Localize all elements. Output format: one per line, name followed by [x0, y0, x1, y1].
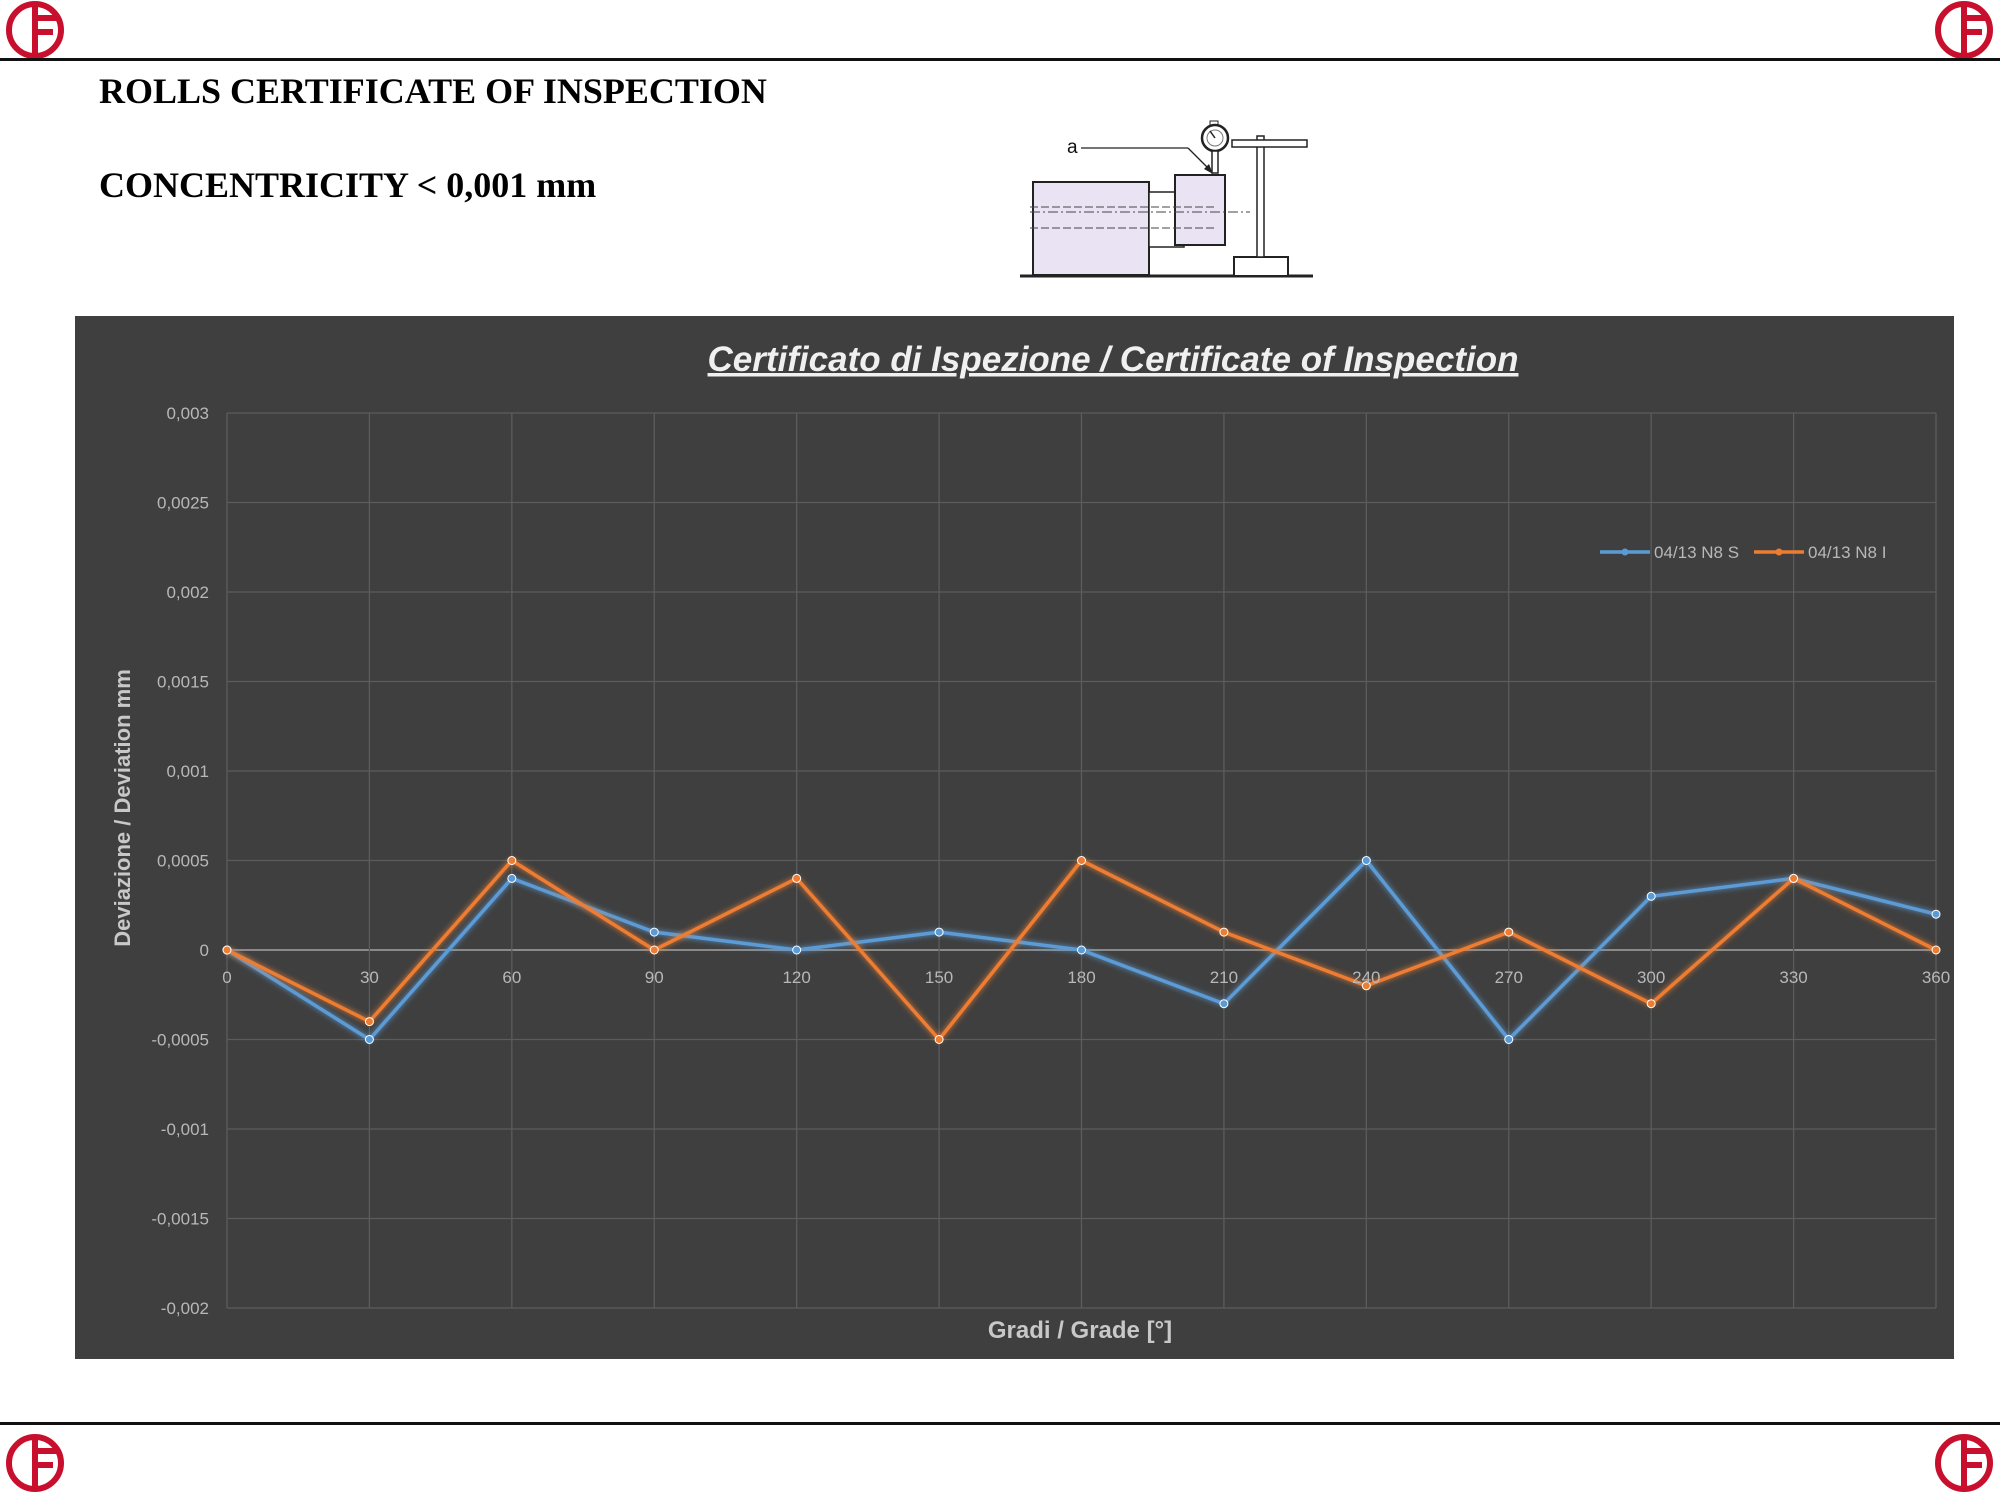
top-divider — [0, 58, 2000, 61]
chart-ticks: 0,003 0,0025 0,002 0,0015 0,001 0,0005 0 -0,000… — [151, 404, 1950, 1318]
chart-legend: 04/13 N8 S 04/13 N8 I — [1600, 543, 1886, 562]
data-point — [507, 856, 517, 865]
x-tick-label: 30 — [360, 968, 379, 987]
y-tick-label: 0,001 — [166, 762, 209, 781]
data-point — [1219, 927, 1229, 937]
dial-gauge-icon: a — [1020, 120, 1313, 278]
data-point — [1931, 909, 1941, 919]
data-point — [792, 873, 802, 883]
x-tick-label: 0 — [222, 968, 231, 987]
data-point — [1931, 945, 1941, 955]
y-tick-label: 0,0015 — [157, 673, 209, 692]
bottom-divider — [0, 1422, 2000, 1425]
data-point — [222, 945, 232, 955]
x-tick-label: 210 — [1210, 968, 1238, 987]
legend-marker-1 — [1621, 548, 1629, 556]
data-point — [649, 927, 659, 937]
x-tick-label: 90 — [645, 968, 664, 987]
x-tick-label: 360 — [1922, 968, 1950, 987]
chart-panel: 0,003 0,0025 0,002 0,0015 0,001 0,0005 0 -0,000… — [75, 316, 1954, 1359]
data-point — [364, 1017, 374, 1027]
x-tick-label: 120 — [782, 968, 810, 987]
data-point — [934, 1035, 944, 1044]
x-tick-label: 60 — [502, 968, 521, 987]
data-point — [1504, 927, 1514, 937]
roll-journal — [1174, 174, 1226, 246]
gauge-stem — [1211, 150, 1219, 174]
page-subtitle: CONCENTRICITY < 0,001 mm — [99, 165, 597, 205]
data-point — [507, 873, 517, 883]
data-point — [649, 945, 659, 955]
company-logo-top-right — [1935, 1, 1993, 59]
tolerance-lines — [235, 858, 1954, 1042]
x-tick-label: 270 — [1495, 968, 1523, 987]
data-point — [1219, 999, 1229, 1009]
x-tick-label: 180 — [1067, 968, 1095, 987]
x-tick-label: 150 — [925, 968, 953, 987]
data-point — [1504, 1035, 1514, 1044]
data-point — [792, 945, 802, 955]
data-point — [1789, 873, 1799, 883]
x-tick-label: 300 — [1637, 968, 1665, 987]
chart-title: Certificato di Ispezione / Certificate o… — [708, 340, 1519, 379]
x-axis-label: Gradi / Grade [°] — [988, 1317, 1172, 1344]
data-point — [364, 1035, 374, 1044]
data-point — [934, 927, 944, 937]
data-point — [1077, 856, 1086, 865]
y-axis-label: Deviazione / Deviation mm — [110, 669, 135, 947]
y-tick-label: -0,0015 — [151, 1210, 209, 1229]
y-tick-label: -0,001 — [161, 1120, 209, 1139]
y-tick-label: 0,0025 — [157, 494, 209, 513]
legend-label-1: 04/13 N8 S — [1654, 543, 1739, 562]
y-tick-label: 0 — [200, 941, 209, 960]
y-tick-label: 0,002 — [166, 583, 209, 602]
x-tick-label: 330 — [1779, 968, 1807, 987]
data-point — [1646, 999, 1656, 1009]
y-tick-label: -0,002 — [161, 1299, 209, 1318]
y-tick-label: 0,0005 — [157, 852, 209, 871]
data-point — [1646, 891, 1656, 901]
data-point — [1361, 981, 1371, 991]
data-point — [1361, 856, 1371, 865]
company-logo-bottom-left — [6, 1434, 64, 1492]
page-title: ROLLS CERTIFICATE OF INSPECTION — [99, 71, 767, 111]
company-logo-top-left — [6, 1, 64, 59]
stand-base — [1233, 256, 1289, 277]
company-logo-bottom-right — [1935, 1434, 1993, 1492]
stand-post — [1256, 135, 1265, 258]
line-chart: 0,003 0,0025 0,002 0,0015 0,001 0,0005 0 -0,000… — [110, 340, 1954, 1344]
y-tick-label: -0,0005 — [151, 1031, 209, 1050]
data-point — [1077, 945, 1086, 955]
chart-series — [222, 856, 1941, 1044]
y-tick-label: 0,003 — [166, 404, 209, 423]
stand-arm — [1231, 139, 1308, 148]
legend-label-2: 04/13 N8 I — [1808, 543, 1886, 562]
figure-label-a: a — [1067, 137, 1078, 158]
legend-marker-2 — [1775, 548, 1783, 556]
x-tick-label: 240 — [1352, 968, 1380, 987]
